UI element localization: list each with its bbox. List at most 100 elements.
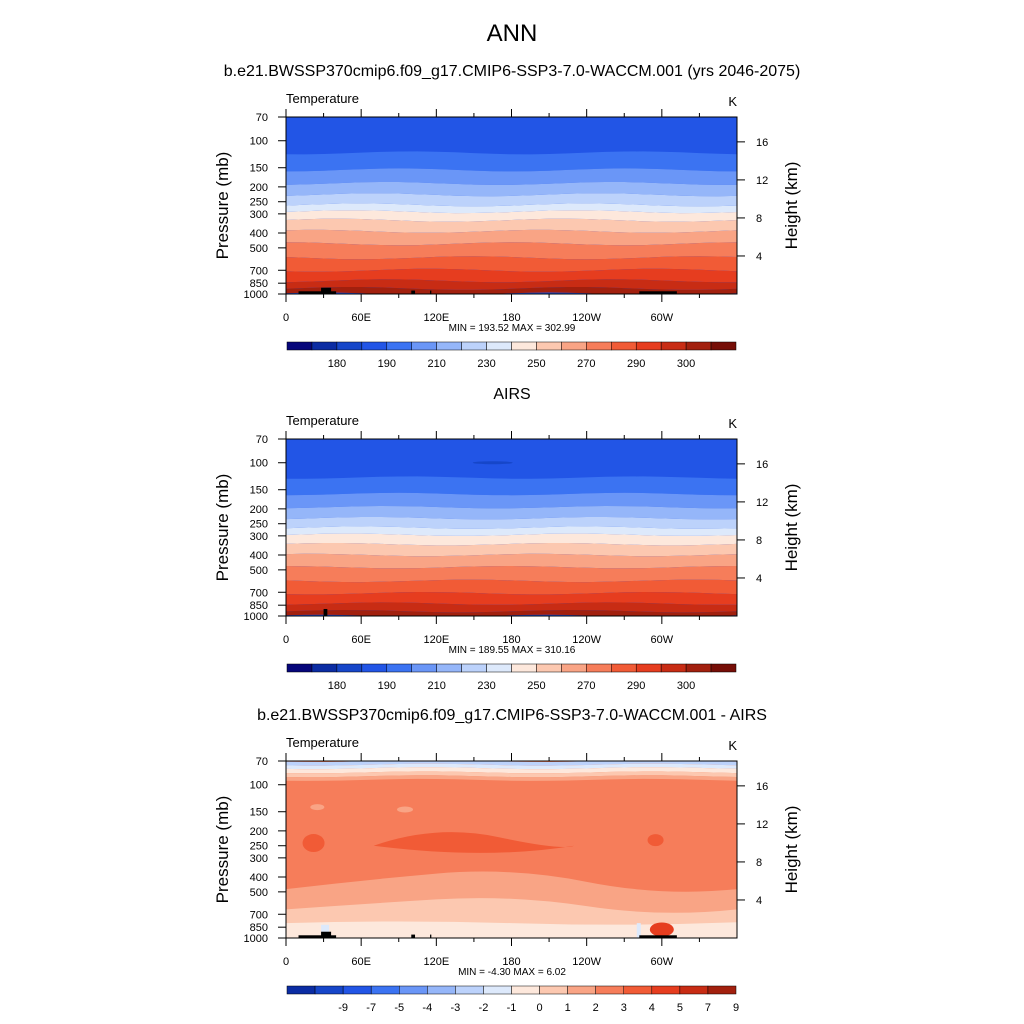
y-tick-label: 1000 bbox=[244, 289, 268, 301]
temperature-band bbox=[286, 526, 737, 536]
y-tick-label: 1000 bbox=[244, 611, 268, 623]
y-tick-label: 100 bbox=[250, 780, 268, 792]
colorbar-box bbox=[286, 663, 313, 673]
y-tick-label: 300 bbox=[250, 531, 268, 543]
temperature-band bbox=[286, 592, 737, 605]
colorbar-box bbox=[314, 985, 344, 995]
colorbar-label: -2 bbox=[479, 1002, 489, 1014]
y-tick-label: 400 bbox=[250, 550, 268, 562]
y2-axis-title: Height (km) bbox=[782, 162, 801, 250]
temperature-band bbox=[286, 610, 737, 616]
difference-band bbox=[286, 921, 737, 938]
difference-band bbox=[286, 761, 737, 766]
colorbar-box bbox=[399, 985, 428, 995]
x-tick-label: 180 bbox=[502, 312, 520, 324]
y-tick-label: 400 bbox=[250, 228, 268, 240]
colorbar-label: 190 bbox=[378, 358, 396, 370]
colorbar-label: -7 bbox=[366, 1002, 376, 1014]
y-tick-label: 100 bbox=[250, 136, 268, 148]
temperature-band bbox=[286, 229, 737, 246]
colorbar-box bbox=[411, 663, 437, 673]
y2-tick-label: 8 bbox=[756, 535, 762, 547]
warm-core bbox=[302, 834, 325, 853]
colorbar-box bbox=[651, 985, 681, 995]
y2-tick-label: 16 bbox=[756, 459, 768, 471]
y-tick-label: 700 bbox=[250, 587, 268, 599]
y2-tick-label: 16 bbox=[756, 781, 768, 793]
colorbar-label: 250 bbox=[527, 680, 545, 692]
colorbar-box bbox=[436, 341, 462, 351]
y-axis-title: Pressure (mb) bbox=[213, 152, 232, 260]
colorbar-label: 230 bbox=[477, 680, 495, 692]
terrain bbox=[430, 934, 432, 938]
colorbar-panel-2: 180 190 210 230 250 270 290 300 bbox=[286, 663, 737, 692]
terrain bbox=[323, 608, 328, 616]
figure-title: ANN bbox=[486, 20, 538, 47]
colorbar-box bbox=[586, 341, 612, 351]
y-tick-label: 400 bbox=[250, 872, 268, 884]
x-tick-label: 60W bbox=[651, 634, 674, 646]
y-tick-label: 300 bbox=[250, 853, 268, 865]
temperature-band bbox=[286, 566, 737, 583]
heatmap-model bbox=[286, 117, 737, 294]
units-label: K bbox=[728, 416, 737, 431]
colorbar-box bbox=[386, 663, 412, 673]
colorbar-box bbox=[455, 985, 484, 995]
temperature-band bbox=[286, 602, 737, 613]
min-max-text: MIN = 193.52 MAX = 302.99 bbox=[449, 323, 576, 334]
colorbar-label: 9 bbox=[733, 1002, 739, 1014]
colorbar-box bbox=[561, 341, 587, 351]
min-max-text: MIN = -4.30 MAX = 6.02 bbox=[458, 967, 566, 978]
colorbar-box bbox=[679, 985, 709, 995]
difference-band bbox=[286, 763, 737, 770]
colorbar-box bbox=[386, 341, 412, 351]
variable-label: Temperature bbox=[286, 735, 359, 750]
colorbar-label: 290 bbox=[627, 680, 645, 692]
x-tick-label: 60W bbox=[651, 956, 674, 968]
colorbar-label: -9 bbox=[338, 1002, 348, 1014]
colorbar-label: 0 bbox=[537, 1002, 543, 1014]
temperature-band bbox=[286, 287, 737, 294]
variable-label: Temperature bbox=[286, 91, 359, 106]
y-tick-label: 200 bbox=[250, 826, 268, 838]
colorbar-label: -1 bbox=[507, 1002, 517, 1014]
y-tick-label: 250 bbox=[250, 841, 268, 853]
colorbar-box bbox=[311, 341, 338, 351]
temperature-band bbox=[286, 193, 737, 207]
terrain bbox=[411, 934, 416, 938]
colorbar-box bbox=[685, 663, 712, 673]
colorbar-panel-3: -9 -7 -5 -4 -3 -2 -1 0 1 2 3 4 5 7 9 bbox=[286, 985, 739, 1014]
y-tick-label: 200 bbox=[250, 182, 268, 194]
x-tick-label: 120W bbox=[572, 312, 601, 324]
y2-axis-title: Height (km) bbox=[782, 806, 801, 894]
temperature-band bbox=[286, 268, 737, 283]
temperature-band bbox=[286, 151, 737, 172]
colorbar-box bbox=[710, 663, 737, 673]
min-max-text: MIN = 189.55 MAX = 310.16 bbox=[449, 645, 576, 656]
colorbar-box bbox=[486, 341, 512, 351]
panel-title-airs: AIRS bbox=[493, 386, 531, 403]
colorbar-label: 180 bbox=[328, 680, 346, 692]
y-tick-label: 250 bbox=[250, 519, 268, 531]
y2-tick-label: 8 bbox=[756, 213, 762, 225]
colorbar-box bbox=[342, 985, 372, 995]
y-tick-label: 70 bbox=[256, 112, 268, 124]
temperature-band bbox=[286, 506, 737, 520]
terrain bbox=[321, 931, 332, 938]
x-tick-label: 120E bbox=[423, 956, 449, 968]
y-tick-label: 850 bbox=[250, 278, 268, 290]
warm-patch bbox=[649, 922, 674, 937]
terrain bbox=[321, 287, 332, 294]
panel-title-model: b.e21.BWSSP370cmip6.f09_g17.CMIP6-SSP3-7… bbox=[223, 63, 801, 80]
y-tick-label: 500 bbox=[250, 243, 268, 255]
terrain bbox=[411, 290, 416, 294]
colorbar-label: 210 bbox=[427, 358, 445, 370]
y-tick-label: 100 bbox=[250, 458, 268, 470]
colorbar-box bbox=[710, 341, 737, 351]
y2-tick-label: 12 bbox=[756, 175, 768, 187]
x-tick-label: 120E bbox=[423, 312, 449, 324]
difference-band bbox=[286, 767, 737, 774]
